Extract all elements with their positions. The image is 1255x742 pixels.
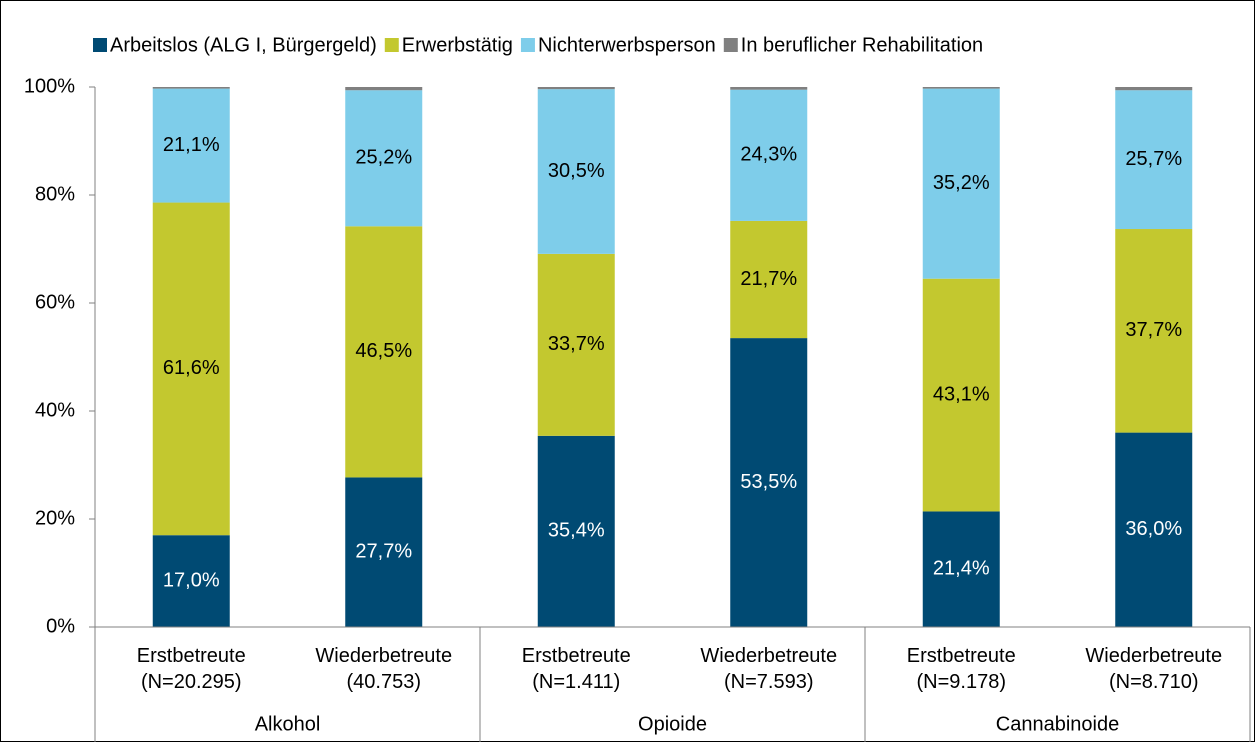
bar-segment [730, 89, 808, 221]
bar-segment [922, 278, 1000, 512]
data-label: 25,2% [355, 147, 412, 169]
data-label: 46,5% [355, 340, 412, 362]
y-tick-label: 60% [35, 291, 75, 313]
group-label: Alkohol [255, 713, 321, 735]
y-tick-label: 40% [35, 399, 75, 421]
data-label: 17,0% [163, 569, 220, 591]
data-label: 30,5% [548, 160, 605, 182]
y-tick-label: 20% [35, 507, 75, 529]
data-label: 61,6% [163, 357, 220, 379]
bar-segment [345, 90, 423, 227]
data-label: 21,4% [933, 558, 990, 580]
bar-segment [730, 338, 808, 627]
bar-segment [730, 220, 808, 339]
legend-swatch [384, 38, 399, 52]
group-label: Cannabinoide [996, 713, 1119, 735]
bar-segment [345, 87, 423, 91]
bar-segment [922, 88, 1000, 279]
legend-swatch [723, 38, 738, 52]
x-tick-label: Wiederbetreute (N=8.710) [1085, 645, 1222, 693]
legend-label: Nichterwerbsperson [538, 34, 716, 56]
data-label: 21,1% [163, 134, 220, 156]
y-tick-label: 80% [35, 183, 75, 205]
x-tick-label: Wiederbetreute (N=7.593) [700, 645, 837, 693]
data-label: 36,0% [1125, 518, 1182, 540]
data-label: 33,7% [548, 333, 605, 355]
data-label: 35,4% [548, 520, 605, 542]
bar-segment [152, 87, 230, 89]
data-label: 43,1% [933, 383, 990, 405]
bar-segment [1115, 87, 1193, 91]
legend-swatch [520, 38, 535, 52]
bar-segment [1115, 432, 1193, 627]
bar-segment [537, 253, 615, 436]
data-label: 21,7% [740, 268, 797, 290]
x-tick-label: Wiederbetreute (40.753) [315, 645, 452, 693]
group-label: Opioide [638, 713, 707, 735]
bar-segment [345, 477, 423, 627]
x-tick-label: Erstbetreute (N=20.295) [137, 645, 246, 693]
legend-swatch [93, 38, 107, 52]
x-tick-label: Erstbetreute (N=9.178) [907, 645, 1016, 693]
bar-segment [152, 202, 230, 536]
bar-segment [152, 88, 230, 203]
bar-segment [537, 87, 615, 90]
bar-segment [152, 535, 230, 627]
bar-segment [537, 89, 615, 254]
data-label: 37,7% [1125, 319, 1182, 341]
data-label: 35,2% [933, 172, 990, 194]
bar-segment [1115, 90, 1193, 230]
bar-segment [345, 226, 423, 478]
bar-segment [1115, 229, 1193, 433]
bar-segment [537, 435, 615, 627]
data-label: 24,3% [740, 144, 797, 166]
data-label: 25,7% [1125, 148, 1182, 170]
legend-label: In beruflicher Rehabilitation [741, 34, 983, 56]
data-label: 27,7% [355, 540, 412, 562]
y-tick-label: 100% [24, 75, 75, 97]
bar-segment [922, 87, 1000, 89]
y-tick-label: 0% [46, 615, 75, 637]
data-label: 53,5% [740, 471, 797, 493]
bar-segment [730, 87, 808, 90]
legend-label: Arbeitslos (ALG I, Bürgergeld) [110, 34, 377, 56]
legend-label: Erwerbstätig [402, 34, 513, 56]
bar-segment [922, 511, 1000, 627]
x-tick-label: Erstbetreute (N=1.411) [522, 645, 631, 693]
